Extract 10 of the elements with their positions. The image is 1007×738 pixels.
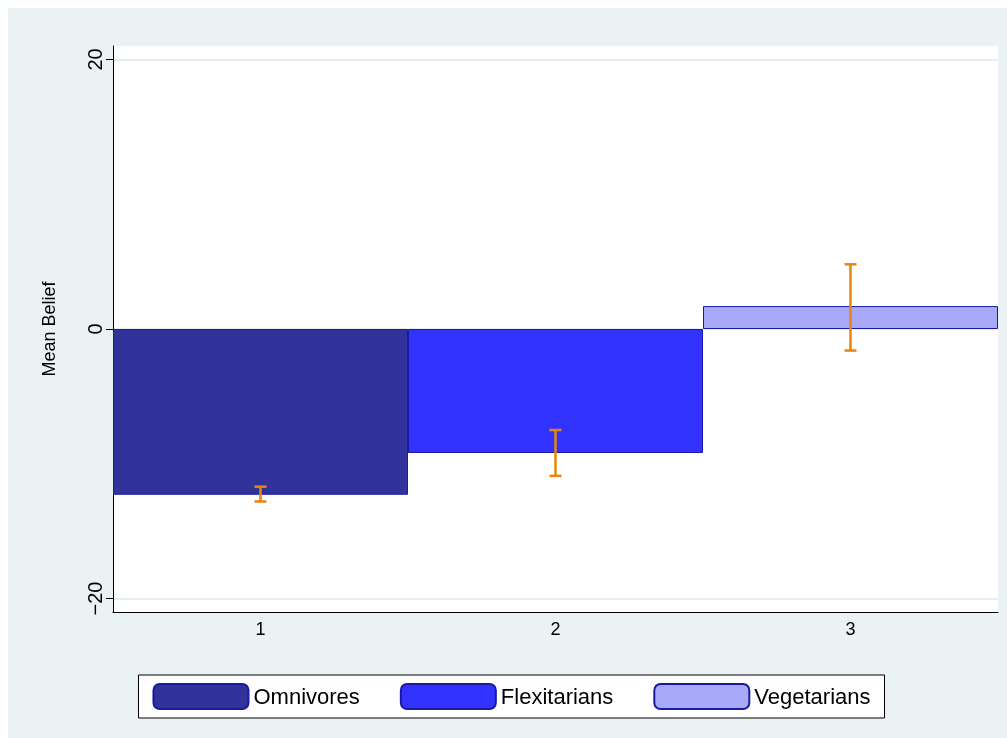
- legend-label: Vegetarians: [754, 684, 871, 709]
- y-axis-title: Mean Belief: [39, 280, 59, 377]
- x-tick-label: 3: [845, 619, 856, 639]
- y-tick-label: −20: [84, 581, 106, 616]
- x-tick-label: 2: [550, 619, 561, 639]
- legend-label: Flexitarians: [500, 684, 614, 709]
- x-tick-label: 1: [255, 619, 266, 639]
- y-tick-label: 0: [84, 323, 106, 335]
- legend-label: Omnivores: [253, 684, 360, 709]
- y-tick-label: 20: [84, 48, 106, 71]
